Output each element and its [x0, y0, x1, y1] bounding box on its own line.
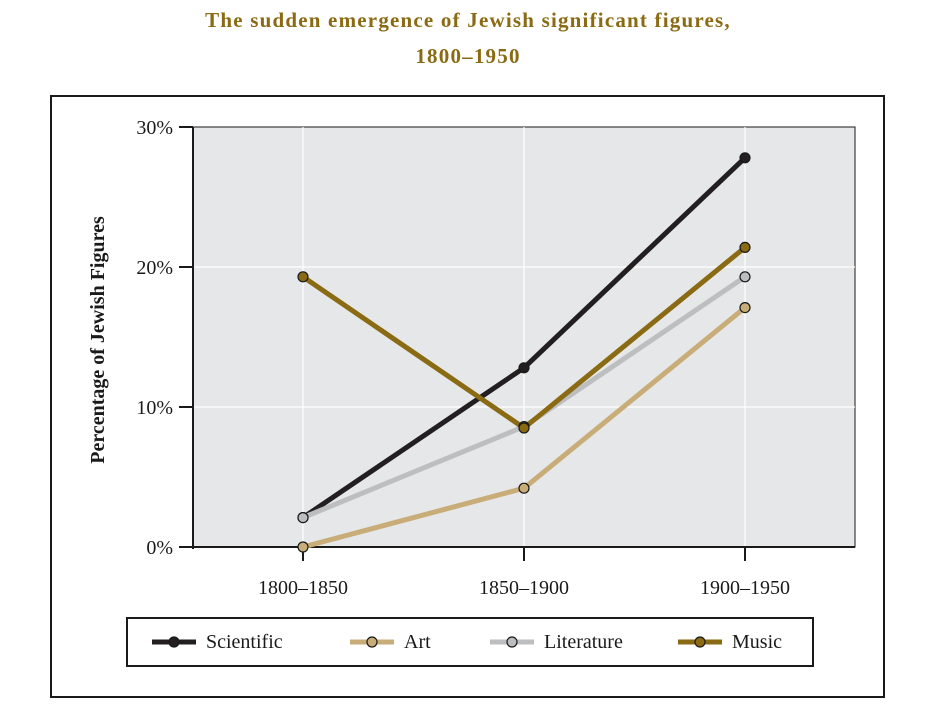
data-point-music [518, 422, 530, 434]
legend-swatch-literature [490, 636, 534, 648]
x-tick-label: 1900–1950 [700, 577, 790, 599]
data-point-art [297, 541, 309, 553]
series-markers [297, 152, 751, 553]
legend-item-literature: Literature [488, 619, 623, 665]
axes [181, 127, 855, 549]
legend-label: Music [732, 630, 782, 653]
y-axis-label: Percentage of Jewish Figures [87, 216, 109, 464]
legend-swatch-marker [506, 636, 518, 648]
gridlines [193, 127, 855, 547]
legend-swatch-marker [694, 636, 706, 648]
y-tick-label: 20% [136, 257, 173, 279]
chart-title-line-2: 1800–1950 [415, 44, 521, 68]
legend: Scientific Art Literature Music [126, 617, 814, 667]
x-tick-label: 1850–1900 [479, 577, 569, 599]
legend-item-scientific: Scientific [150, 619, 283, 665]
legend-item-art: Art [348, 619, 431, 665]
data-point-music [739, 241, 751, 253]
legend-swatch-scientific [152, 636, 196, 648]
legend-swatch-marker [366, 636, 378, 648]
legend-label: Scientific [206, 630, 283, 653]
data-point-literature [739, 271, 751, 283]
x-axis-ticks: 1800–1850 1850–1900 1900–1950 [258, 547, 790, 599]
y-tick-label: 30% [136, 117, 173, 139]
chart-title-line-1: The sudden emergence of Jewish significa… [205, 8, 731, 32]
legend-swatch-art [350, 636, 394, 648]
legend-swatch-music [678, 636, 722, 648]
legend-label: Literature [544, 630, 623, 653]
y-axis-ticks: 0% 10% 20% 30% [136, 117, 193, 559]
y-tick-label: 10% [136, 397, 173, 419]
data-point-scientific [518, 362, 530, 374]
legend-swatch-marker [168, 636, 180, 648]
data-point-music [297, 271, 309, 283]
data-point-art [739, 302, 751, 314]
data-point-scientific [739, 152, 751, 164]
legend-label: Art [404, 630, 431, 653]
y-tick-label: 0% [146, 537, 173, 559]
data-point-literature [297, 511, 309, 524]
data-point-art [518, 482, 530, 494]
x-tick-label: 1800–1850 [258, 577, 348, 599]
legend-item-music: Music [676, 619, 782, 665]
chart-frame [50, 95, 885, 698]
